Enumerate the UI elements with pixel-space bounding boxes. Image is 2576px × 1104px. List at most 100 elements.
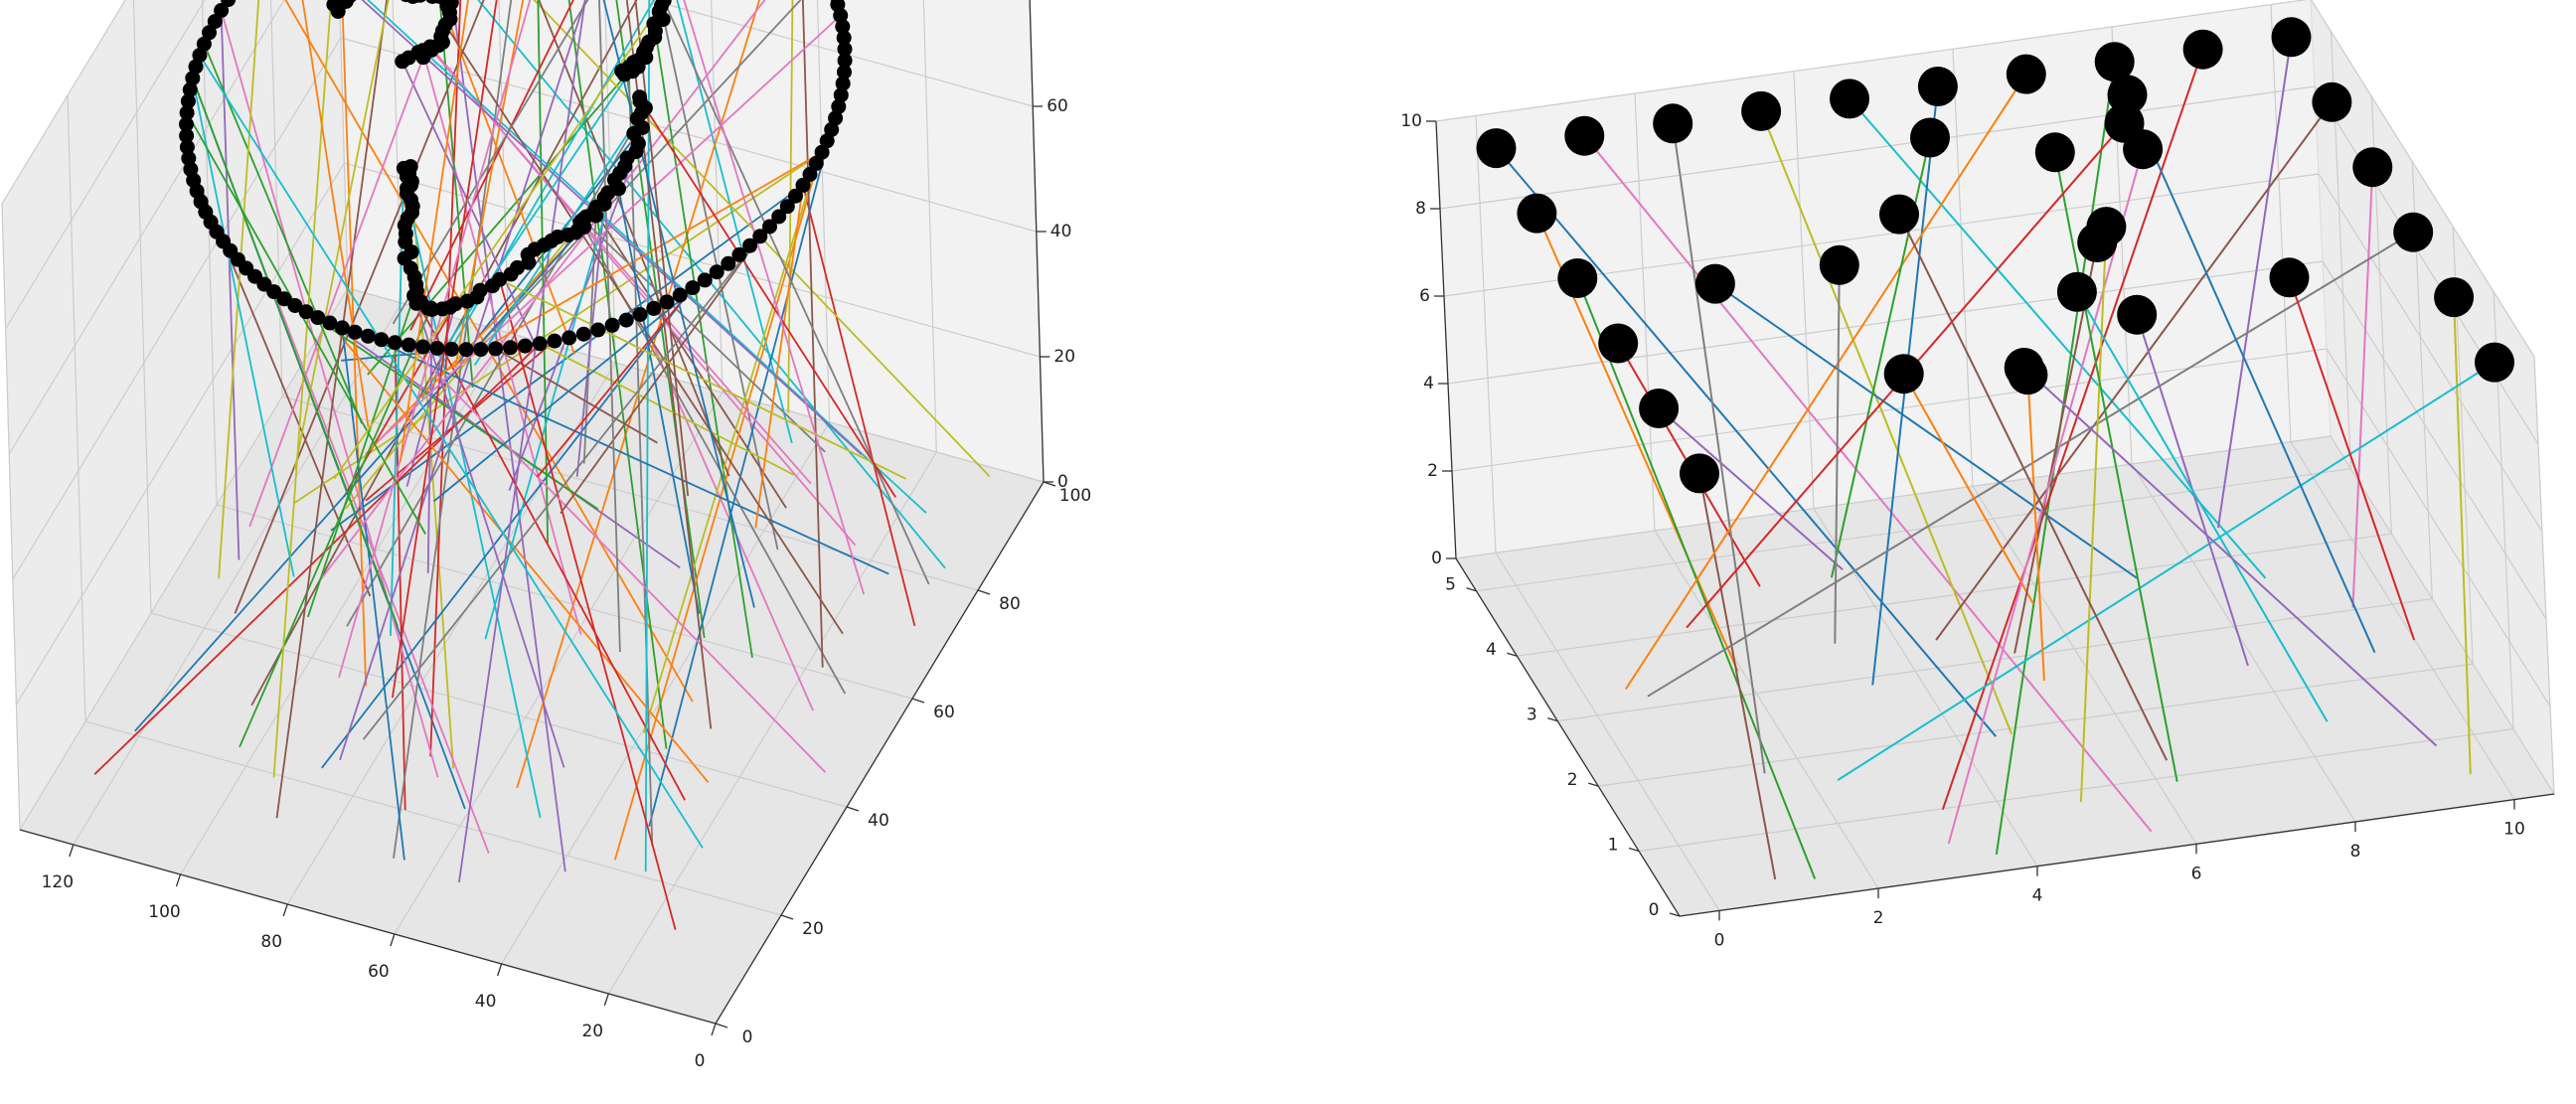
connection-line bbox=[1495, 147, 1998, 737]
data-point bbox=[415, 339, 431, 355]
y-tick-mark bbox=[1043, 481, 1056, 487]
connection-line bbox=[499, 278, 907, 480]
data-point bbox=[443, 341, 459, 357]
x-axis-line bbox=[1679, 793, 2555, 917]
data-point bbox=[697, 272, 713, 288]
y-tick-label: 40 bbox=[868, 811, 889, 831]
connection-line bbox=[451, 0, 566, 872]
data-point bbox=[771, 209, 787, 225]
gridline bbox=[1439, 85, 2316, 210]
data-point bbox=[788, 188, 803, 204]
connection-line bbox=[683, 0, 866, 595]
data-point bbox=[831, 98, 847, 114]
x-axis-line bbox=[19, 829, 717, 1025]
y-tick-mark bbox=[1669, 912, 1681, 917]
x-tick-label: 100 bbox=[148, 902, 180, 922]
data-point bbox=[413, 0, 426, 3]
data-point bbox=[196, 36, 212, 52]
connection-line bbox=[239, 307, 432, 748]
z-tick-label: 60 bbox=[1046, 96, 1068, 116]
connection-line bbox=[1576, 277, 1817, 879]
data-point bbox=[709, 264, 724, 280]
z-tick-label: 4 bbox=[1423, 374, 1434, 394]
data-point bbox=[207, 14, 223, 30]
data-point bbox=[1741, 90, 1782, 131]
connection-line bbox=[437, 47, 648, 359]
data-point bbox=[1883, 354, 1924, 394]
gridline bbox=[339, 0, 349, 289]
x-tick-mark bbox=[390, 933, 396, 947]
data-point bbox=[618, 312, 634, 328]
data-point bbox=[415, 50, 431, 66]
x-tick-label: 60 bbox=[368, 962, 390, 982]
gridline bbox=[1, 0, 126, 205]
data-point bbox=[183, 161, 199, 177]
gridline bbox=[1634, 92, 1656, 532]
data-point bbox=[547, 333, 563, 349]
gridline bbox=[604, 0, 616, 364]
z-axis-line bbox=[1435, 120, 1457, 559]
data-point bbox=[503, 266, 519, 282]
connection-line bbox=[458, 0, 586, 883]
scatter-points bbox=[179, 0, 853, 358]
connection-line bbox=[412, 295, 686, 801]
y-tick-label: 20 bbox=[802, 919, 824, 939]
data-point bbox=[182, 81, 198, 97]
connection-line bbox=[199, 55, 704, 849]
connection-line bbox=[362, 236, 761, 740]
connection-line bbox=[377, 14, 842, 443]
connection-line bbox=[1624, 74, 2027, 691]
gridline bbox=[2318, 173, 2543, 533]
data-point bbox=[532, 336, 548, 352]
data-point bbox=[837, 65, 852, 79]
data-point bbox=[2006, 54, 2046, 94]
data-point bbox=[1639, 389, 1680, 428]
y-tick-mark bbox=[1547, 716, 1558, 722]
y-tick-label: 100 bbox=[1059, 486, 1091, 506]
connection-line bbox=[642, 163, 818, 733]
data-point bbox=[2086, 207, 2127, 247]
connection-line bbox=[339, 0, 586, 761]
data-point bbox=[731, 246, 747, 262]
connection-line bbox=[220, 10, 241, 560]
data-point bbox=[344, 0, 357, 4]
data-point bbox=[459, 293, 475, 309]
connection-line bbox=[492, 0, 802, 333]
data-point bbox=[604, 317, 620, 333]
gridline bbox=[216, 504, 913, 700]
gridline bbox=[2131, 463, 2356, 823]
y-tick-mark bbox=[1628, 847, 1640, 853]
data-point bbox=[2094, 42, 2135, 82]
data-point bbox=[835, 76, 851, 91]
data-point bbox=[188, 59, 204, 75]
data-point bbox=[795, 177, 811, 193]
connection-line bbox=[533, 0, 991, 478]
data-point bbox=[685, 280, 701, 296]
x-tick-label: 8 bbox=[2350, 842, 2361, 862]
connection-line bbox=[234, 0, 485, 614]
connection-line bbox=[627, 67, 654, 847]
gridline bbox=[5, 0, 206, 330]
z-tick-label: 6 bbox=[1419, 286, 1430, 306]
connection-line bbox=[2053, 152, 2178, 782]
data-point bbox=[387, 335, 402, 351]
connection-line bbox=[613, 72, 846, 861]
connection-line bbox=[648, 82, 845, 827]
data-point bbox=[828, 110, 844, 126]
gridline bbox=[8, 0, 285, 455]
y-tick-label: 4 bbox=[1486, 640, 1497, 660]
x-tick-label: 0 bbox=[695, 1051, 706, 1071]
connection-line bbox=[439, 0, 576, 355]
data-point bbox=[1879, 194, 1919, 235]
x-tick-mark bbox=[603, 993, 609, 1007]
connection-line bbox=[191, 78, 295, 577]
gridline bbox=[1495, 552, 1720, 911]
x-tick-label: 6 bbox=[2191, 864, 2202, 883]
gridline bbox=[392, 0, 402, 304]
data-point bbox=[1476, 128, 1517, 169]
x-tick-label: 10 bbox=[2503, 820, 2525, 840]
connection-line bbox=[539, 343, 795, 476]
data-point bbox=[485, 278, 500, 294]
gridline bbox=[1, 203, 21, 831]
